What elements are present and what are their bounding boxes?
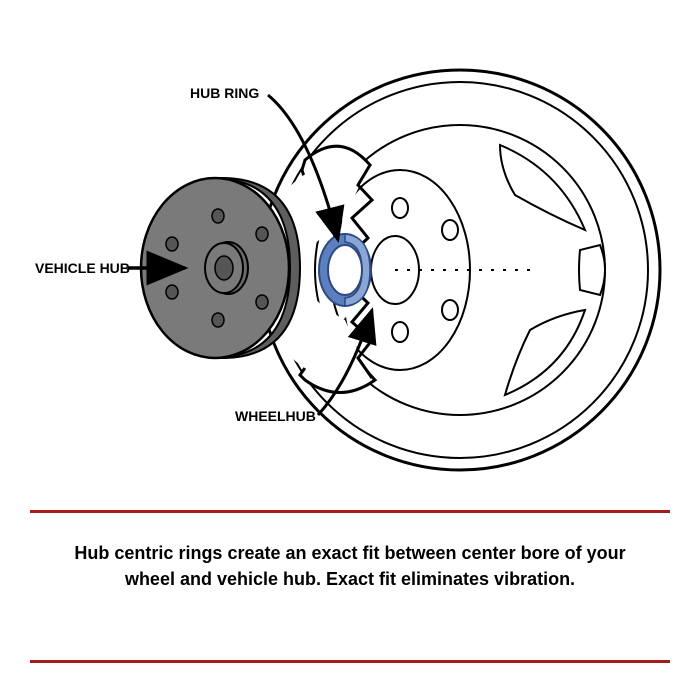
rule-top xyxy=(30,510,670,513)
label-hub-ring: HUB RING xyxy=(190,85,259,101)
caption-text: Hub centric rings create an exact fit be… xyxy=(60,540,640,592)
label-vehicle-hub: VEHICLE HUB xyxy=(35,260,130,276)
rule-bottom xyxy=(30,660,670,663)
hub-ring-diagram xyxy=(0,0,700,700)
label-wheel-hub: WHEELHUB xyxy=(235,408,316,424)
hub-ring-shape xyxy=(319,234,371,306)
